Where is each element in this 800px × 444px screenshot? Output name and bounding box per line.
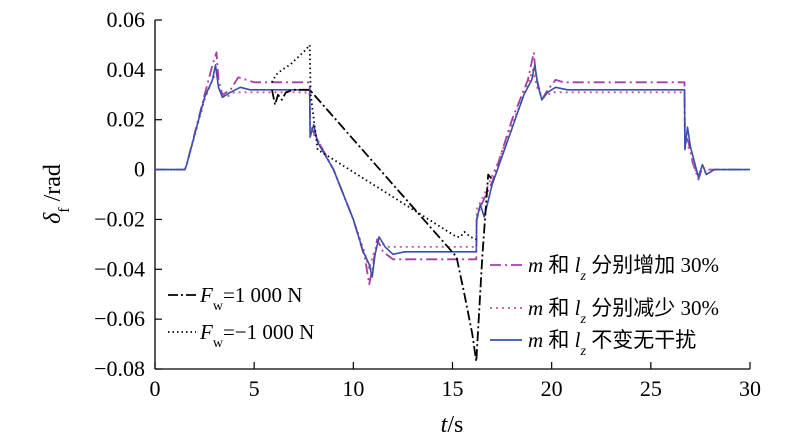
x-tick-label: 15 [442,376,464,401]
series-line-baseline [155,64,750,278]
x-axis-label: t/s [441,412,464,438]
series-layer [155,44,750,363]
x-tick-label: 5 [249,376,260,401]
x-tick-label: 0 [150,376,161,401]
y-tick-label: −0.08 [94,356,145,381]
legend-label: Fw=1 000 N [199,283,302,314]
legend-label: Fw=−1 000 N [199,320,314,351]
series-line-m_lz_plus30 [155,51,750,286]
x-tick-label: 25 [640,376,662,401]
y-tick-label: 0.06 [107,7,146,32]
axis-labels: δf /rad t/s [40,164,463,438]
y-tick-label: −0.04 [94,256,145,281]
y-tick-label: 0 [134,157,145,182]
x-tick-label: 20 [541,376,563,401]
legend-label: m 和 lz 分别增加 30% [528,253,719,284]
y-tick-label: −0.06 [94,306,145,331]
axes: 0 5 10 15 20 25 30 −0.08 −0.06 −0.04 −0.02 0 0.02 0.0… [94,7,761,401]
series-line-Fw_minus [271,44,477,241]
legend-layer: m 和 lz 分别增加 30% m 和 lz 分别减少 30%m 和 lz 不变无… [168,253,719,359]
x-tick-label: 30 [739,376,761,401]
legend-label: m 和 lz 分别减少 30% [528,296,719,327]
y-tick-label: 0.02 [107,107,146,132]
y-axis-label: δf /rad [40,164,73,224]
y-tick-label: 0.04 [107,57,146,82]
y-tick-label: −0.02 [94,206,145,231]
series-line-Fw_plus [271,88,493,363]
x-tick-label: 10 [342,376,364,401]
legend-label: m 和 lz 不变无干扰 [528,328,696,359]
series-line-m_lz_minus30 [155,69,750,271]
